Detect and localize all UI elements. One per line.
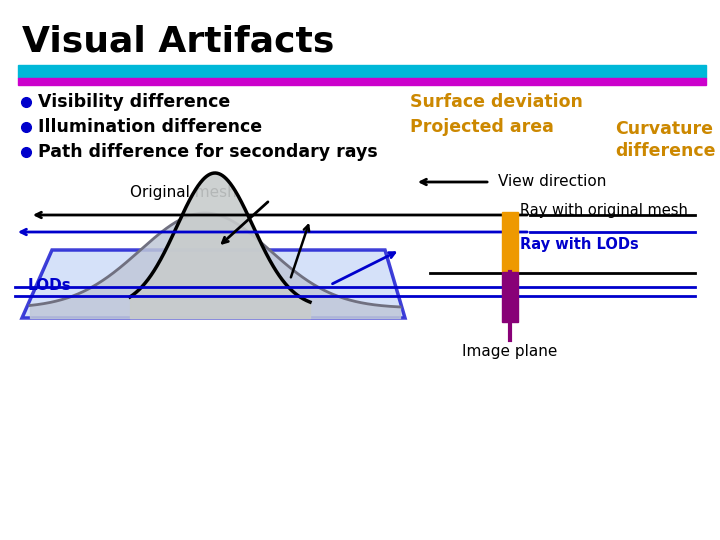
Text: View direction: View direction	[498, 174, 606, 190]
Text: Curvature
difference: Curvature difference	[615, 120, 716, 160]
Text: Illumination difference: Illumination difference	[38, 118, 262, 136]
Text: Visual Artifacts: Visual Artifacts	[22, 25, 334, 59]
Bar	[18, 65, 706, 78]
Text: Image plane: Image plane	[462, 344, 558, 359]
Text: Ray with LODs: Ray with LODs	[520, 238, 639, 253]
Text: LODs: LODs	[28, 278, 72, 293]
Bar	[502, 272, 518, 322]
Text: Ray with original mesh: Ray with original mesh	[520, 202, 688, 218]
Polygon shape	[22, 250, 405, 318]
Bar	[502, 212, 518, 272]
Text: Path difference for secondary rays: Path difference for secondary rays	[38, 143, 378, 161]
Text: Visibility difference: Visibility difference	[38, 93, 230, 111]
Bar	[18, 78, 706, 85]
Text: Original mesh: Original mesh	[130, 185, 237, 199]
Text: Projected area: Projected area	[410, 118, 554, 136]
Text: Surface deviation: Surface deviation	[410, 93, 583, 111]
